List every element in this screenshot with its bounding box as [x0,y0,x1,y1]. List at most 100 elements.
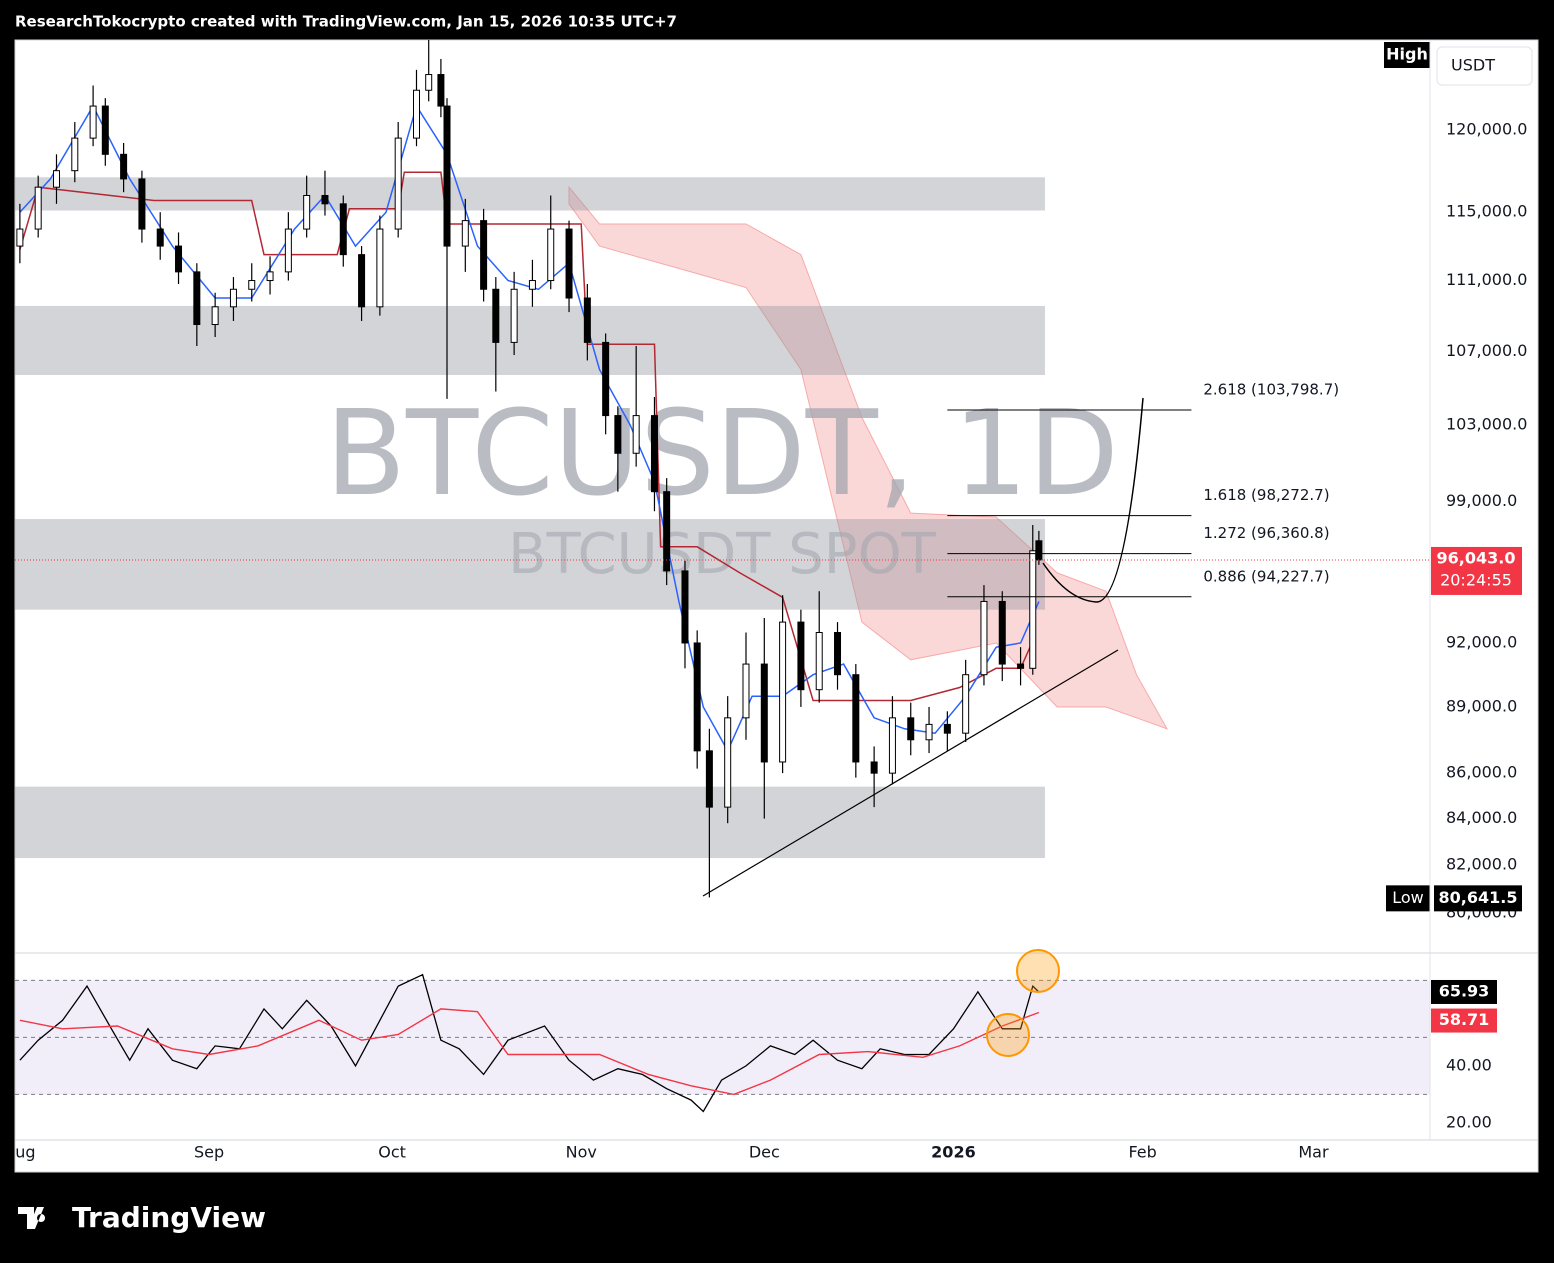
candle-body [1029,550,1037,669]
logo-mark [18,1207,46,1229]
y-tick-label: 89,000.0 [1446,696,1517,715]
fib-label: 0.886 (94,227.7) [1203,567,1329,585]
candle-body [632,415,640,454]
candle-body [358,254,366,308]
candle-body [284,228,292,273]
candle-body [663,491,671,572]
fib-label: 1.618 (98,272.7) [1203,486,1329,504]
candle-body [425,74,433,91]
zone [15,519,1045,610]
low-chip [1386,885,1430,912]
low-value-chip [1434,885,1522,912]
x-tick-label: Mar [1298,1143,1329,1162]
fib-label: 2.618 (103,798.7) [1203,381,1339,399]
zone [15,177,1045,211]
candle-body [394,137,402,230]
candle-body [248,280,256,290]
candle-body [339,203,347,256]
currency-box [1436,46,1533,86]
countdown: 20:24:55 [1440,570,1512,589]
candle-body [34,186,42,230]
candle-body [443,105,451,247]
watermark: BTCUSDT, 1D [325,384,1119,522]
candle-body [760,663,768,763]
axes: 120,000.0 115,000.0 111,000.0 107,000.0 103,… [1384,42,1533,1131]
low-text: Low [1392,888,1424,907]
candle-body [998,600,1006,665]
candle-body [602,341,610,417]
candle-body [175,245,183,273]
candle-body [852,674,860,763]
candle-body [437,74,445,107]
high-label: High [1386,45,1428,64]
rsi-value-label: 65.93 [1439,981,1490,1000]
zone [15,305,1045,375]
last-price-label: 96,043.0 [1437,548,1516,567]
candle-body [101,105,109,155]
high-chip [1384,42,1430,68]
candle-body [870,761,878,774]
candle-body [693,642,701,752]
projection-path [1042,397,1144,603]
candle-body [120,153,128,180]
rsi-pane [15,973,1430,1113]
trendline [702,649,1119,897]
tradingview-logo: TradingView [18,1201,266,1234]
rsi-value-chip [1431,979,1497,1004]
candle-body [547,228,555,282]
y-tick-label: 111,000.0 [1446,270,1527,289]
rsi-value-chip [1431,1008,1497,1033]
rsi-line [19,973,1040,1113]
candle-body [303,194,311,230]
candle-body [510,288,518,343]
y-tick-label: 84,000.0 [1446,808,1517,827]
x-tick-label: Feb [1128,1143,1156,1162]
candle-body [321,194,329,205]
currency-label[interactable]: USDT [1451,56,1495,75]
x-tick-label: Nov [566,1143,597,1162]
candle-body [71,137,79,172]
y-tick-label: 120,000.0 [1446,120,1527,139]
x-tick-label: Oct [378,1143,406,1162]
rsi-value-label: 58.71 [1439,1010,1490,1029]
candle-body [138,178,146,230]
candle-body [907,717,915,741]
candle-body [1035,540,1043,561]
fib-label: 1.272 (96,360.8) [1203,524,1329,542]
candle-body [724,717,732,808]
x-tick-label: Aug [4,1143,35,1162]
candle-body [815,632,823,691]
panel [14,39,1539,1173]
low-value-label: 80,641.5 [1439,888,1518,907]
candle-body [52,170,60,188]
candle-body [16,228,24,247]
candle-body [229,288,237,308]
candle-body [681,570,689,644]
candle-body [980,600,988,676]
y-tick-label: 86,000.0 [1446,763,1517,782]
candle-body [266,271,274,282]
x-tick-label: Dec [749,1143,780,1162]
rsi-tick-label: 40.00 [1446,1055,1492,1074]
candle-body [461,220,469,247]
candle-body [779,621,787,763]
highlight-circle [1016,949,1060,993]
candle-body [376,228,384,308]
candle-body [705,750,713,808]
y-tick-label: 103,000.0 [1446,414,1527,433]
candle-body [528,280,536,290]
candle-body [480,220,488,290]
kijun-line [19,171,1034,702]
candle-body [89,105,97,139]
time-axis: Aug Sep Oct Nov Dec 2026 Feb Mar [4,1143,1329,1162]
candle-body [888,717,896,774]
x-tick-label: 2026 [931,1143,976,1162]
candle-body [925,723,933,741]
candle-body [492,288,500,343]
last-price-chip [1431,546,1522,595]
candle-body [211,306,219,326]
header: ResearchTokocrypto created with TradingV… [15,13,677,31]
